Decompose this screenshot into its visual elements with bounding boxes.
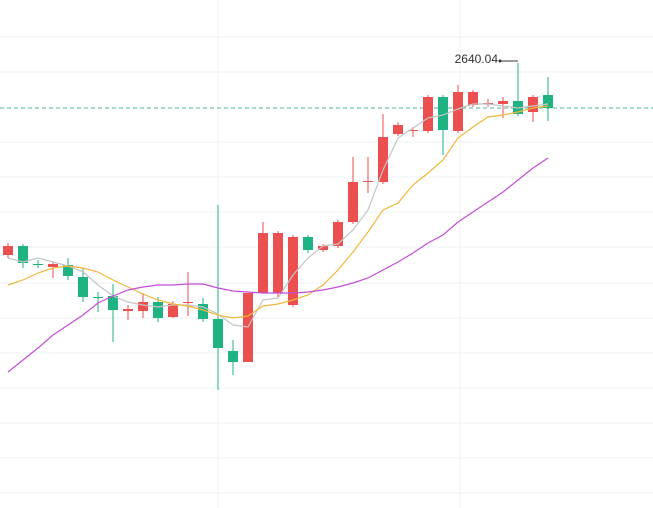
candle-body [363, 181, 373, 182]
moving-average [7, 103, 549, 328]
candle-body [198, 304, 208, 319]
candle-body [468, 92, 478, 105]
candle-body [18, 246, 28, 263]
candle-body [108, 296, 118, 310]
annotation-dot [498, 59, 502, 63]
candle-body [498, 101, 508, 104]
candle-body [48, 264, 58, 267]
candle-body [393, 125, 403, 134]
max-label: 2640.04 [455, 52, 499, 66]
candle-body [438, 97, 448, 130]
candle-body [318, 246, 328, 250]
candle-body [258, 233, 268, 293]
candle-body [33, 264, 43, 265]
candle-body [543, 95, 553, 108]
candle-body [183, 302, 193, 303]
candle-body [3, 246, 13, 255]
candle-body [348, 182, 358, 222]
candle-body [93, 297, 103, 298]
candle-body [78, 277, 88, 297]
moving-average [7, 105, 549, 319]
candle-body [138, 302, 148, 311]
candle-body [408, 130, 418, 131]
candle-body [453, 92, 463, 131]
candle-body [423, 97, 433, 131]
candle-body [153, 302, 163, 318]
candle-body [288, 237, 298, 305]
candle-body [273, 233, 283, 293]
candle-body [123, 309, 133, 311]
candle-body [63, 265, 73, 276]
candle-body [168, 304, 178, 317]
candle-body [213, 319, 223, 348]
moving-average [7, 157, 549, 373]
candle-body [303, 237, 313, 250]
candle-body [333, 222, 343, 246]
candle-body [378, 137, 388, 182]
candle-body [528, 97, 538, 112]
candle-body [228, 351, 238, 362]
